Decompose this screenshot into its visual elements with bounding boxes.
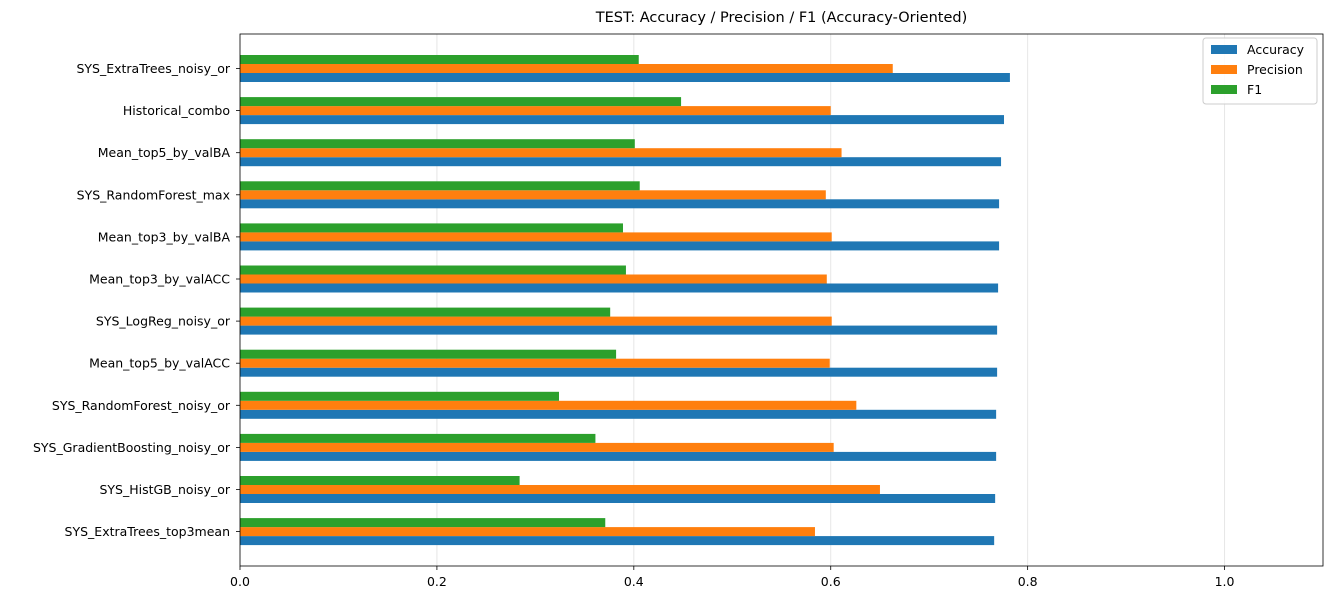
y-tick-label: SYS_LogReg_noisy_or bbox=[96, 314, 231, 329]
bar-f1-3 bbox=[240, 181, 640, 191]
y-tick-label: Historical_combo bbox=[123, 103, 230, 118]
plot-frame bbox=[239, 33, 1324, 567]
bar-f1-1 bbox=[240, 97, 682, 107]
bar-f1-5 bbox=[240, 265, 626, 275]
bar-accuracy-11 bbox=[240, 536, 995, 546]
bar-f1-6 bbox=[240, 307, 611, 317]
y-tick-label: SYS_RandomForest_noisy_or bbox=[52, 398, 231, 413]
x-tick-label: 0.0 bbox=[230, 574, 250, 589]
legend-label-accuracy: Accuracy bbox=[1247, 42, 1305, 57]
bar-accuracy-8 bbox=[240, 409, 997, 419]
bar-precision-6 bbox=[240, 316, 832, 326]
bar-precision-1 bbox=[240, 106, 831, 116]
x-tick-label: 0.2 bbox=[427, 574, 447, 589]
axes: 0.0 0.2 0.4 0.6 0.8 1.0 SYS_ExtraTrees_noisy_o… bbox=[33, 33, 1324, 589]
bar-accuracy-1 bbox=[240, 115, 1005, 125]
legend: Accuracy Precision F1 bbox=[1202, 37, 1318, 105]
bar-precision-0 bbox=[240, 64, 893, 73]
bar-f1-0 bbox=[240, 55, 639, 64]
chart-title: TEST: Accuracy / Precision / F1 (Accurac… bbox=[595, 10, 967, 26]
x-tick-label: 0.6 bbox=[821, 574, 841, 589]
y-tick-label: SYS_HistGB_noisy_or bbox=[99, 482, 230, 497]
y-tick-label: SYS_ExtraTrees_noisy_or bbox=[76, 61, 230, 76]
legend-label-f1: F1 bbox=[1247, 82, 1262, 97]
bar-f1-11 bbox=[240, 518, 606, 528]
bar-precision-9 bbox=[240, 442, 834, 452]
bar-f1-9 bbox=[240, 433, 596, 443]
legend-swatch-accuracy bbox=[1211, 45, 1237, 54]
bar-accuracy-9 bbox=[240, 451, 997, 461]
bars bbox=[240, 55, 1010, 546]
bar-accuracy-6 bbox=[240, 325, 998, 335]
bar-f1-4 bbox=[240, 223, 623, 233]
bar-accuracy-4 bbox=[240, 241, 1000, 251]
bar-f1-10 bbox=[240, 476, 520, 485]
bar-precision-7 bbox=[240, 358, 830, 368]
bar-accuracy-2 bbox=[240, 157, 1002, 167]
bar-precision-8 bbox=[240, 400, 857, 410]
bar-precision-2 bbox=[240, 148, 842, 158]
bar-precision-11 bbox=[240, 527, 815, 537]
y-tick-label: SYS_RandomForest_max bbox=[77, 187, 230, 202]
bar-accuracy-10 bbox=[240, 494, 996, 503]
bar-precision-4 bbox=[240, 232, 832, 242]
legend-swatch-precision bbox=[1211, 65, 1237, 74]
x-tick-label: 0.8 bbox=[1018, 574, 1038, 589]
legend-label-precision: Precision bbox=[1247, 62, 1303, 77]
y-tick-label: Mean_top5_by_valACC bbox=[89, 356, 230, 371]
bar-f1-2 bbox=[240, 139, 635, 149]
bar-precision-3 bbox=[240, 190, 826, 200]
y-tick-label: SYS_ExtraTrees_top3mean bbox=[65, 524, 230, 539]
bar-precision-10 bbox=[240, 485, 880, 494]
bar-accuracy-7 bbox=[240, 367, 998, 377]
x-tick-label: 0.4 bbox=[624, 574, 644, 589]
bar-precision-5 bbox=[240, 274, 827, 284]
bar-accuracy-5 bbox=[240, 283, 999, 293]
y-tick-label: Mean_top5_by_valBA bbox=[98, 145, 231, 160]
x-tick-label: 1.0 bbox=[1215, 574, 1235, 589]
bar-accuracy-3 bbox=[240, 199, 1000, 209]
y-tick-label: Mean_top3_by_valBA bbox=[98, 229, 231, 244]
bar-f1-7 bbox=[240, 349, 617, 359]
y-tick-label: SYS_GradientBoosting_noisy_or bbox=[33, 440, 231, 455]
legend-swatch-f1 bbox=[1211, 85, 1237, 94]
y-tick-label: Mean_top3_by_valACC bbox=[89, 272, 230, 287]
bar-f1-8 bbox=[240, 391, 559, 401]
bar-accuracy-0 bbox=[240, 73, 1010, 82]
